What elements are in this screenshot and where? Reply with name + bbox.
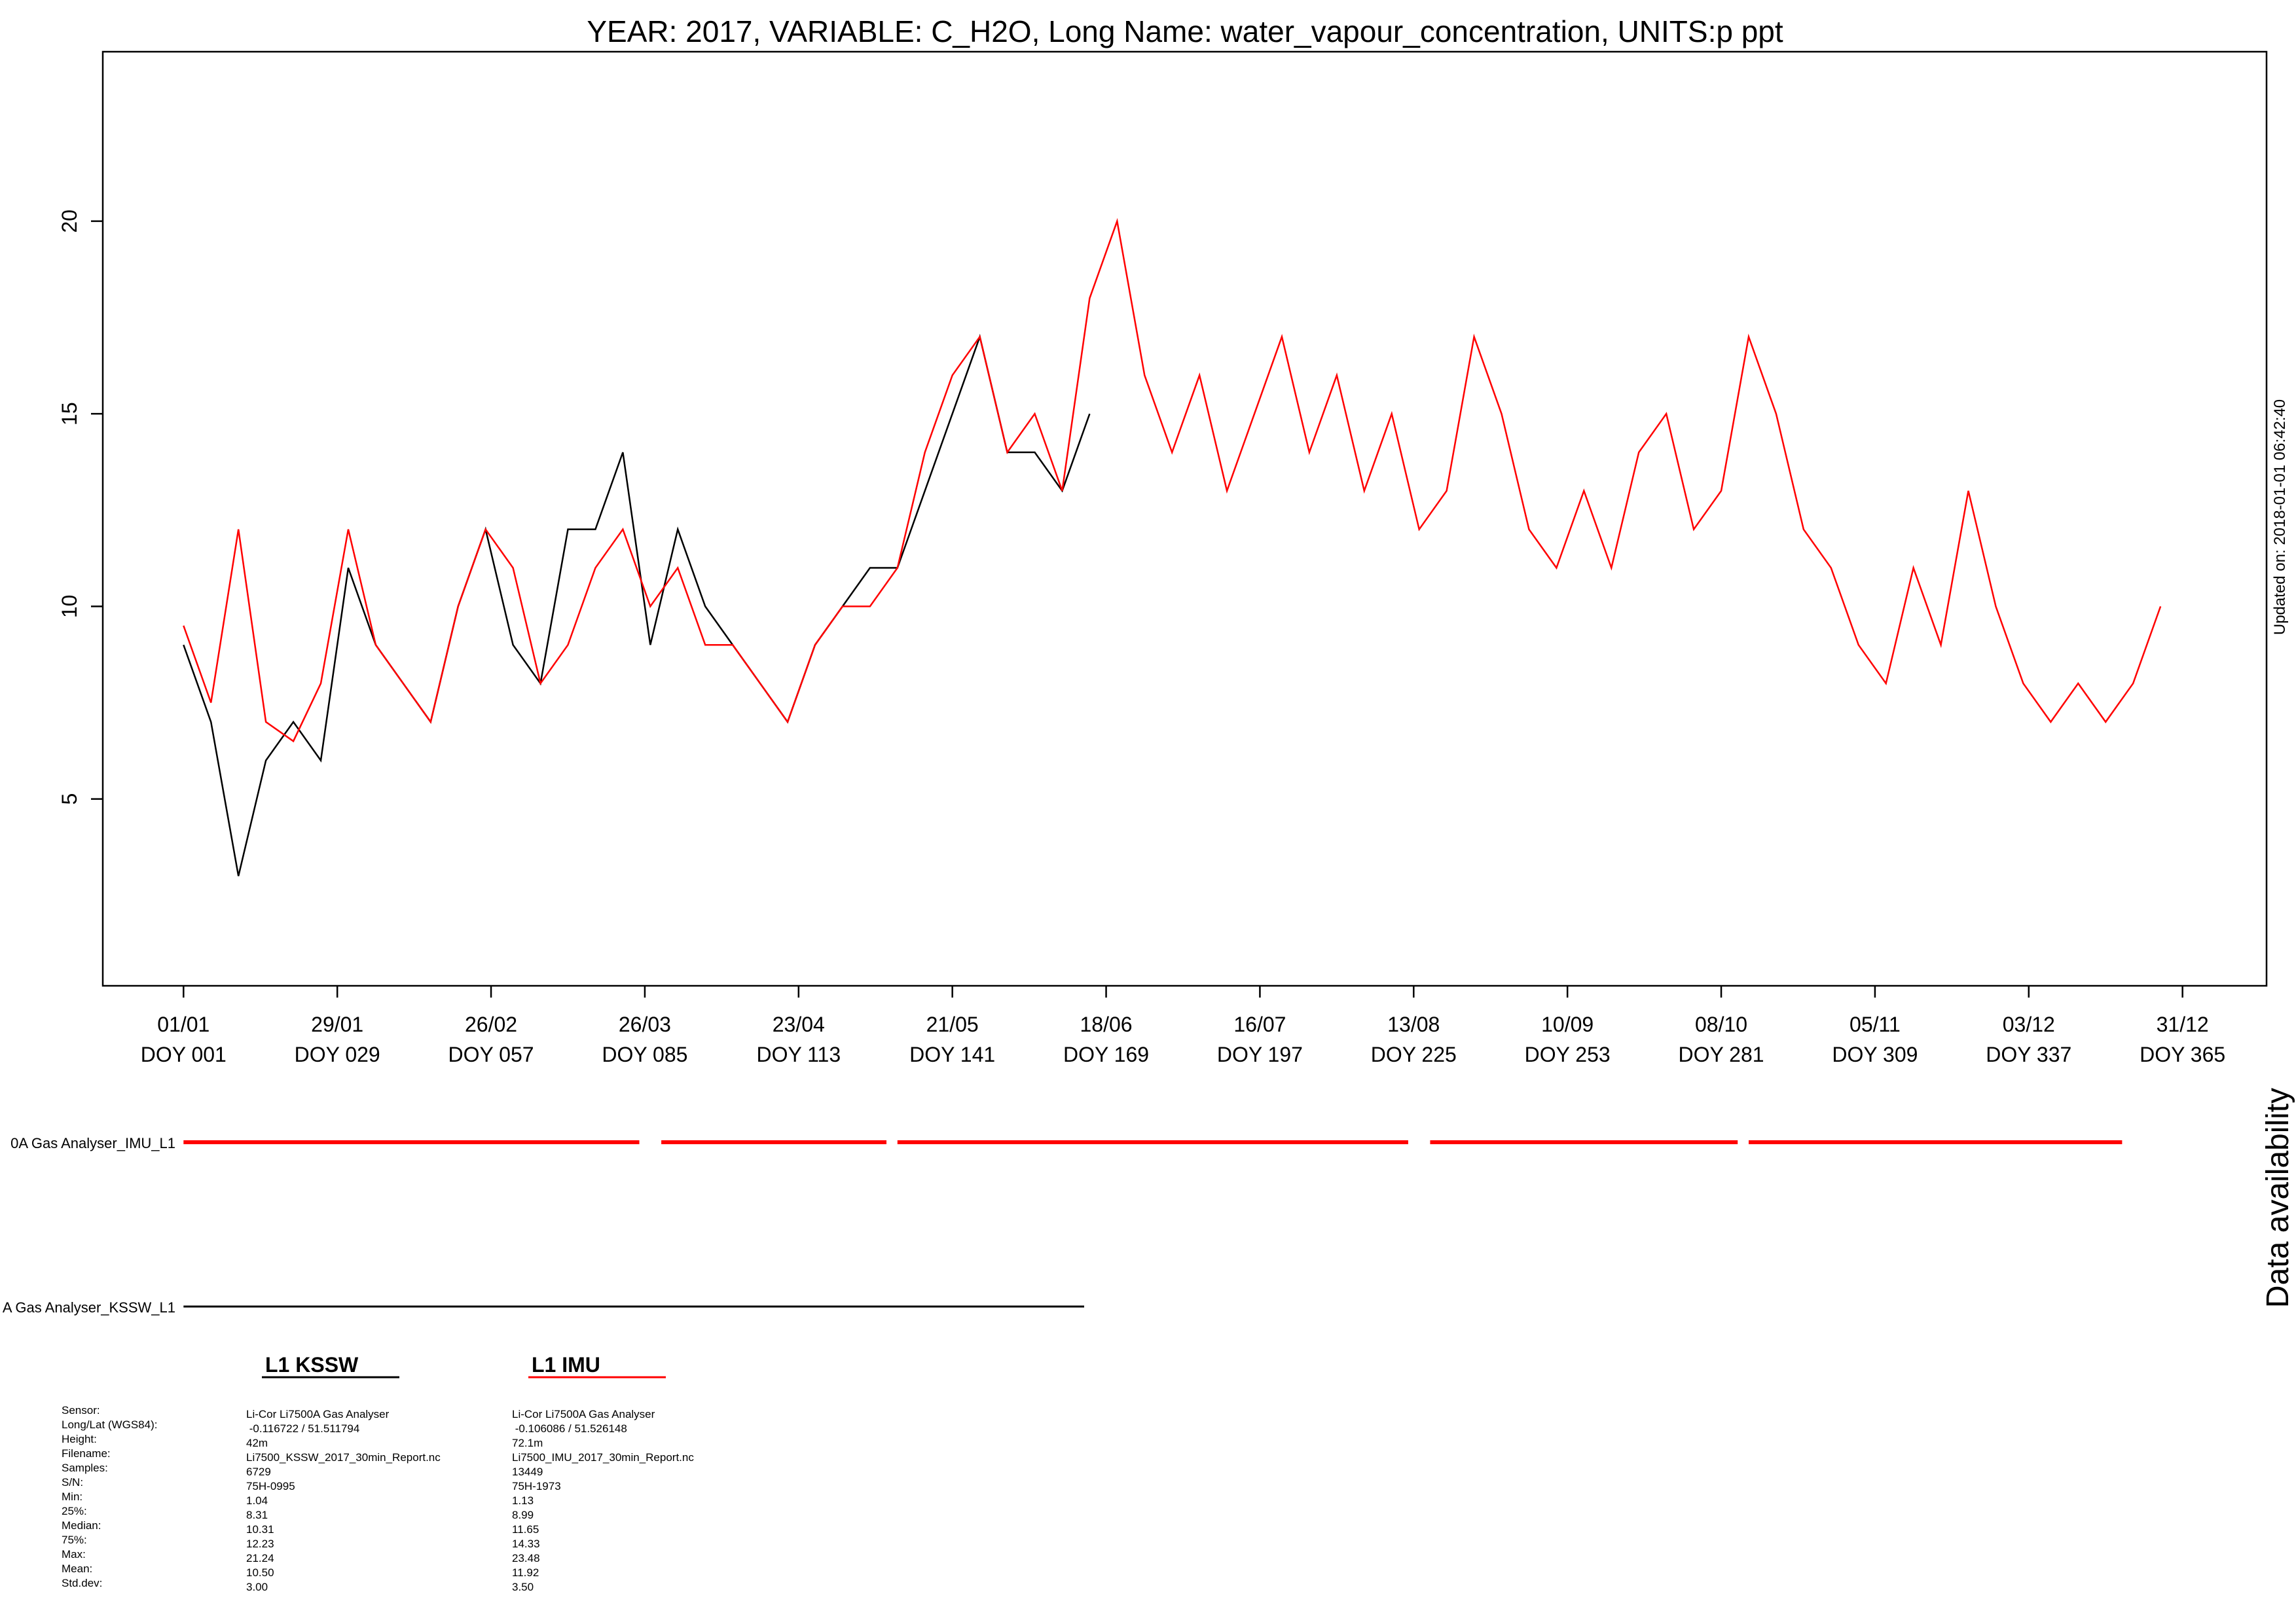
availability-label: A Gas Analyser_KSSW_L1	[3, 1299, 175, 1316]
updated-note: Updated on: 2018-01-01 06:42:40	[2271, 399, 2289, 635]
x-tick-label: DOY 253	[1525, 1043, 1611, 1066]
stats-cell: 14.33	[512, 1538, 540, 1550]
stats-cell: 23.48	[512, 1552, 540, 1564]
x-tick-label: 29/01	[311, 1013, 363, 1036]
stats-row-label: Median:	[62, 1519, 101, 1532]
stats-cell: 75H-1973	[512, 1480, 561, 1492]
stats-row-label: Samples:	[62, 1462, 108, 1474]
stats-cell: 8.31	[246, 1509, 268, 1521]
stats-cell: Li-Cor Li7500A Gas Analyser	[246, 1408, 390, 1420]
x-tick-label: DOY 365	[2140, 1043, 2225, 1066]
stats-cell: 75H-0995	[246, 1480, 295, 1492]
x-tick-label: 18/06	[1080, 1013, 1133, 1036]
x-tick-label: 08/10	[1695, 1013, 1747, 1036]
x-tick-label: 03/12	[2003, 1013, 2055, 1036]
x-tick-label: DOY 225	[1371, 1043, 1457, 1066]
x-tick-label: 26/03	[619, 1013, 671, 1036]
y-tick-label: 5	[58, 793, 81, 805]
chart-title: YEAR: 2017, VARIABLE: C_H2O, Long Name: …	[587, 14, 1783, 48]
x-tick-label: DOY 281	[1679, 1043, 1764, 1066]
stats-row-label: Long/Lat (WGS84):	[62, 1418, 157, 1431]
data-line	[183, 218, 2162, 743]
stats-cell: 72.1m	[512, 1437, 543, 1449]
stats-cell: Li7500_KSSW_2017_30min_Report.nc	[246, 1451, 441, 1464]
legend-label: L1 KSSW	[265, 1353, 359, 1377]
x-tick-label: DOY 029	[295, 1043, 380, 1066]
stats-cell: 12.23	[246, 1538, 274, 1550]
stats-cell: 3.50	[512, 1581, 534, 1593]
stats-row-label: Filename:	[62, 1447, 111, 1460]
x-tick-label: 05/11	[1850, 1013, 1901, 1036]
availability-title: Data availability	[2261, 1088, 2295, 1308]
stats-cell: 13449	[512, 1466, 543, 1478]
x-tick-label: DOY 085	[602, 1043, 687, 1066]
x-tick-label: 26/02	[465, 1013, 517, 1036]
x-tick-label: 31/12	[2157, 1013, 2209, 1036]
stats-row-label: Std.dev:	[62, 1577, 102, 1589]
stats-row-label: 25%:	[62, 1505, 87, 1517]
stats-row-label: Height:	[62, 1433, 97, 1445]
y-tick-label: 15	[58, 402, 81, 425]
x-tick-label: DOY 141	[909, 1043, 995, 1066]
stats-cell: 1.04	[246, 1494, 268, 1507]
availability-label: 0A Gas Analyser_IMU_L1	[10, 1135, 175, 1151]
stats-cell: 3.00	[246, 1581, 268, 1593]
data-line	[183, 334, 1091, 876]
stats-cell: -0.116722 / 51.511794	[246, 1422, 359, 1435]
stats-cell: 10.50	[246, 1566, 274, 1579]
x-tick-label: DOY 001	[141, 1043, 227, 1066]
stats-cell: 1.13	[512, 1494, 534, 1507]
stats-cell: 6729	[246, 1466, 271, 1478]
x-tick-label: DOY 169	[1063, 1043, 1149, 1066]
stats-cell: 42m	[246, 1437, 268, 1449]
y-tick-label: 10	[58, 595, 81, 619]
x-tick-label: 21/05	[926, 1013, 979, 1036]
x-tick-label: 10/09	[1541, 1013, 1594, 1036]
x-tick-label: 13/08	[1387, 1013, 1440, 1036]
x-tick-label: DOY 113	[756, 1043, 841, 1066]
stats-cell: 11.92	[512, 1566, 539, 1579]
x-tick-label: DOY 337	[1986, 1043, 2071, 1066]
x-tick-label: 16/07	[1233, 1013, 1286, 1036]
plot-frame	[101, 50, 2268, 987]
stats-row-label: Max:	[62, 1548, 86, 1561]
x-tick-label: DOY 309	[1832, 1043, 1918, 1066]
x-tick-label: 01/01	[157, 1013, 210, 1036]
stats-cell: 10.31	[246, 1523, 274, 1536]
stats-row-label: 75%:	[62, 1534, 87, 1546]
y-tick-label: 20	[58, 209, 81, 233]
x-tick-label: 23/04	[773, 1013, 825, 1036]
stats-cell: Li-Cor Li7500A Gas Analyser	[512, 1408, 655, 1420]
stats-cell: 8.99	[512, 1509, 534, 1521]
stats-row-label: S/N:	[62, 1476, 83, 1489]
x-tick-label: DOY 057	[448, 1043, 534, 1066]
legend-label: L1 IMU	[532, 1353, 600, 1377]
stats-cell: 21.24	[246, 1552, 274, 1564]
stats-row-label: Min:	[62, 1490, 82, 1503]
stats-row-label: Sensor:	[62, 1404, 100, 1416]
x-tick-label: DOY 197	[1217, 1043, 1303, 1066]
stats-cell: 11.65	[512, 1523, 539, 1536]
stats-row-label: Mean:	[62, 1562, 92, 1575]
stats-cell: Li7500_IMU_2017_30min_Report.nc	[512, 1451, 694, 1464]
stats-cell: -0.106086 / 51.526148	[512, 1422, 627, 1435]
